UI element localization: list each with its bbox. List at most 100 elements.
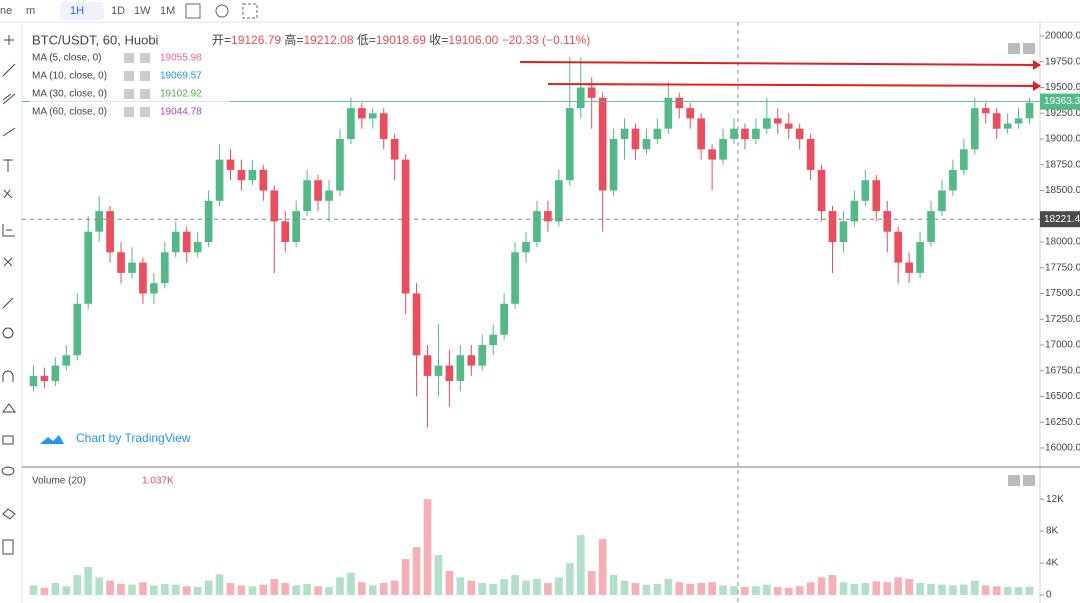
change: −20.33 (−0.11%) (502, 33, 591, 47)
candle-body (423, 355, 432, 376)
top-toolbar (0, 0, 1080, 22)
lock-drawing-tool[interactable] (2, 403, 16, 413)
candle-body (358, 108, 366, 119)
prediction-tool[interactable] (2, 224, 15, 237)
indicator-legend: MA (5, close, 0) 19055.98 MA (10, close, 0… (32, 53, 202, 118)
brush-tool[interactable] (2, 127, 16, 137)
volume-bar (511, 575, 519, 596)
tv-logo (40, 435, 64, 444)
crosshair-label: 18221.4 (1044, 214, 1080, 225)
candle-body (106, 211, 114, 253)
candle-body (620, 128, 629, 139)
volume-bar (806, 582, 815, 596)
layers-tool[interactable] (2, 508, 16, 520)
left-tools (1, 35, 16, 555)
trend-tool[interactable] (2, 63, 16, 77)
volume-bar (697, 583, 705, 596)
y-tick-label: 17750.00 (1045, 262, 1080, 273)
candle-body (555, 180, 563, 222)
volume-bar (817, 577, 826, 596)
candle-body (1003, 123, 1012, 129)
y-tick-label: 17250.00 (1045, 314, 1080, 325)
candle-body (237, 169, 246, 181)
volume-bar (368, 585, 377, 596)
y-tick-label: 19250.00 (1045, 108, 1080, 119)
volume-bar (927, 583, 935, 596)
ohlc-legend: 开=19126.79 高=19212.08 低=19018.69 收=19106… (212, 32, 590, 47)
candle-body (390, 138, 399, 160)
volume-bar (861, 583, 870, 596)
chart-type-icon[interactable] (185, 3, 201, 19)
candle-body (565, 108, 574, 181)
volume-bar (84, 567, 93, 596)
visibility-tool[interactable] (1, 466, 15, 476)
volume-bar (489, 583, 498, 596)
lock-tool[interactable] (2, 435, 14, 445)
toolbar-item[interactable]: 1W (134, 5, 151, 17)
toolbar-item[interactable]: 1H (70, 5, 84, 17)
trash-tool[interactable] (2, 539, 14, 555)
volume-bar (631, 583, 640, 596)
pattern-tool[interactable] (3, 189, 13, 199)
arrow-head (1033, 60, 1041, 70)
candle-body (193, 241, 202, 253)
pane-control[interactable] (1008, 475, 1020, 486)
magnet-tool[interactable] (2, 370, 14, 382)
zoom-tool[interactable] (2, 327, 14, 339)
shape-tool[interactable] (3, 257, 13, 267)
text-tool[interactable] (3, 159, 13, 172)
volume-bar (784, 587, 793, 596)
y-tick-label: 16000.00 (1045, 443, 1080, 454)
candle-body (29, 375, 38, 387)
volume-bar (850, 583, 859, 596)
candle-body (784, 123, 793, 129)
candle-body (522, 241, 530, 253)
pane-control[interactable] (1023, 43, 1035, 54)
indicator-value: 19044.78 (160, 107, 202, 118)
toolbar-item[interactable]: 1D (111, 5, 125, 17)
indicator-control (140, 53, 150, 63)
volume-bar (347, 572, 355, 596)
fib-tool[interactable] (2, 93, 16, 105)
volume-bar (248, 586, 257, 596)
volume-bar (358, 582, 366, 596)
fullscreen-icon[interactable] (242, 3, 258, 19)
settings-icon[interactable] (215, 4, 229, 18)
toolbar-item[interactable]: m (26, 5, 35, 17)
volume-bar (160, 583, 169, 596)
candle-body (303, 180, 311, 212)
pane-control[interactable] (1023, 475, 1035, 486)
candle-body (533, 211, 541, 242)
candle-body (970, 108, 979, 150)
volume-bar (390, 580, 399, 596)
volume-bar (412, 547, 421, 596)
toolbar-item[interactable]: 1M (160, 5, 175, 17)
pane-control[interactable] (1008, 43, 1020, 54)
volume-bar (992, 586, 1001, 596)
candle-body (511, 252, 519, 304)
candle-body (795, 128, 804, 139)
volume-bar (708, 582, 716, 596)
volume-bar (281, 583, 290, 596)
candle-body (182, 231, 191, 253)
candle-body (894, 231, 903, 263)
volume-bar (773, 587, 782, 596)
measure-tool[interactable] (2, 297, 14, 309)
candle-body (883, 211, 892, 232)
volume-bar (445, 571, 454, 596)
indicator-value: 19055.98 (160, 53, 202, 64)
volume-title: Volume (20) (32, 476, 86, 487)
symbol-title: BTC/USDT, 60, Huobi (32, 32, 159, 47)
volume-bar (565, 563, 574, 596)
crosshair-tool[interactable] (4, 35, 14, 45)
candle-body (336, 138, 344, 191)
price-pane: 16000.00 16250.00 16500.00 16750.00 17000.00… (22, 31, 1080, 454)
indicator-control (124, 71, 134, 81)
y-tick-label: 16250.00 (1045, 417, 1080, 428)
volume-bar (325, 587, 333, 596)
toolbar-item[interactable]: ne (0, 5, 12, 17)
candle-body (215, 159, 224, 201)
candle-body (730, 128, 738, 139)
volume-bar (215, 574, 224, 596)
